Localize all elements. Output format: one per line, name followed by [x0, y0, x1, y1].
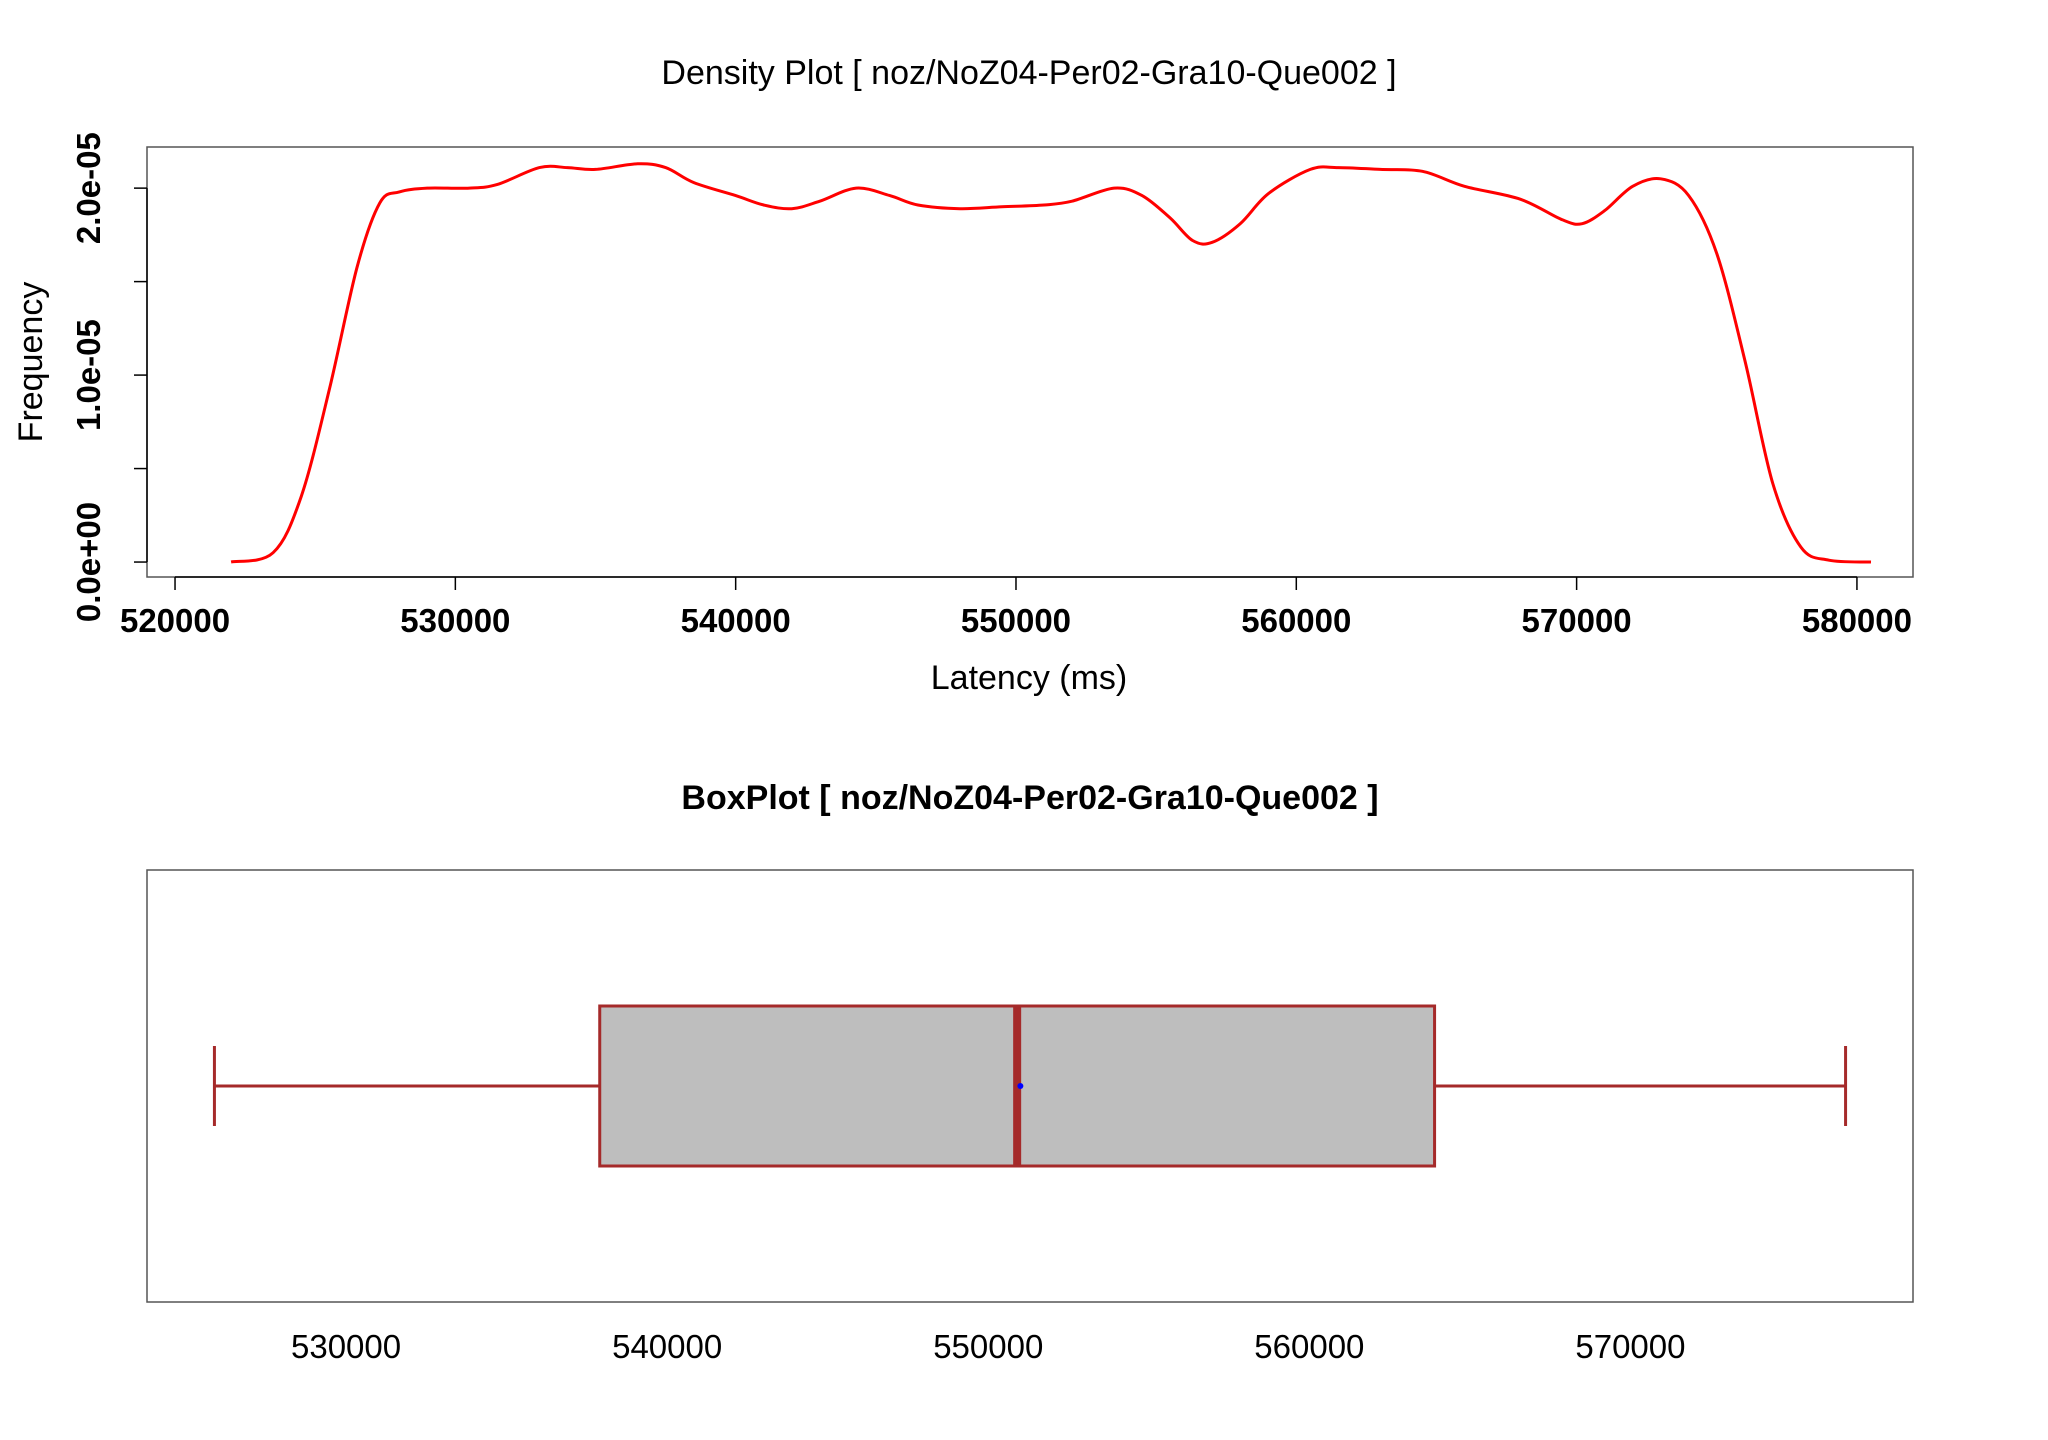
box-x-axis: 530000 540000 550000 560000 570000 — [291, 1328, 1685, 1365]
box-x-tick-label: 530000 — [291, 1328, 401, 1365]
density-plot-title: Density Plot [ noz/NoZ04-Per02-Gra10-Que… — [661, 54, 1396, 92]
box-plot-frame — [146, 869, 1914, 1303]
density-y-tick-label: 0.0e+00 — [70, 502, 107, 622]
density-x-tick-label: 520000 — [120, 602, 230, 639]
density-x-tick-label: 570000 — [1522, 602, 1632, 639]
density-curve — [230, 162, 1872, 564]
box-x-tick-label: 550000 — [933, 1328, 1043, 1365]
density-plot-frame — [146, 146, 1914, 578]
density-y-axis: 0.0e+00 1.0e-05 2.0e-05 — [70, 132, 148, 622]
density-plot: Density Plot [ noz/NoZ04-Per02-Gra10-Que… — [12, 54, 1914, 697]
box-x-tick-label: 570000 — [1575, 1328, 1685, 1365]
box-plot: BoxPlot [ noz/NoZ04-Per02-Gra10-Que002 ]… — [146, 779, 1914, 1365]
density-y-axis-label: Frequency — [12, 282, 50, 443]
density-x-tick-label: 530000 — [400, 602, 510, 639]
density-y-tick-label: 1.0e-05 — [70, 319, 107, 431]
density-y-tick-label: 2.0e-05 — [70, 132, 107, 244]
density-x-axis: 520000 530000 540000 550000 560000 570000 5800… — [120, 576, 1912, 639]
density-x-axis-label: Latency (ms) — [931, 659, 1128, 697]
density-x-tick-label: 580000 — [1802, 602, 1912, 639]
density-x-tick-label: 540000 — [681, 602, 791, 639]
box-x-tick-label: 560000 — [1254, 1328, 1364, 1365]
box-plot-title: BoxPlot [ noz/NoZ04-Per02-Gra10-Que002 ] — [681, 779, 1378, 817]
mean-point — [1017, 1083, 1024, 1089]
density-x-tick-label: 560000 — [1241, 602, 1351, 639]
density-x-tick-label: 550000 — [961, 602, 1071, 639]
box-plot-marks — [212, 1004, 1848, 1168]
box-x-tick-label: 540000 — [612, 1328, 722, 1365]
